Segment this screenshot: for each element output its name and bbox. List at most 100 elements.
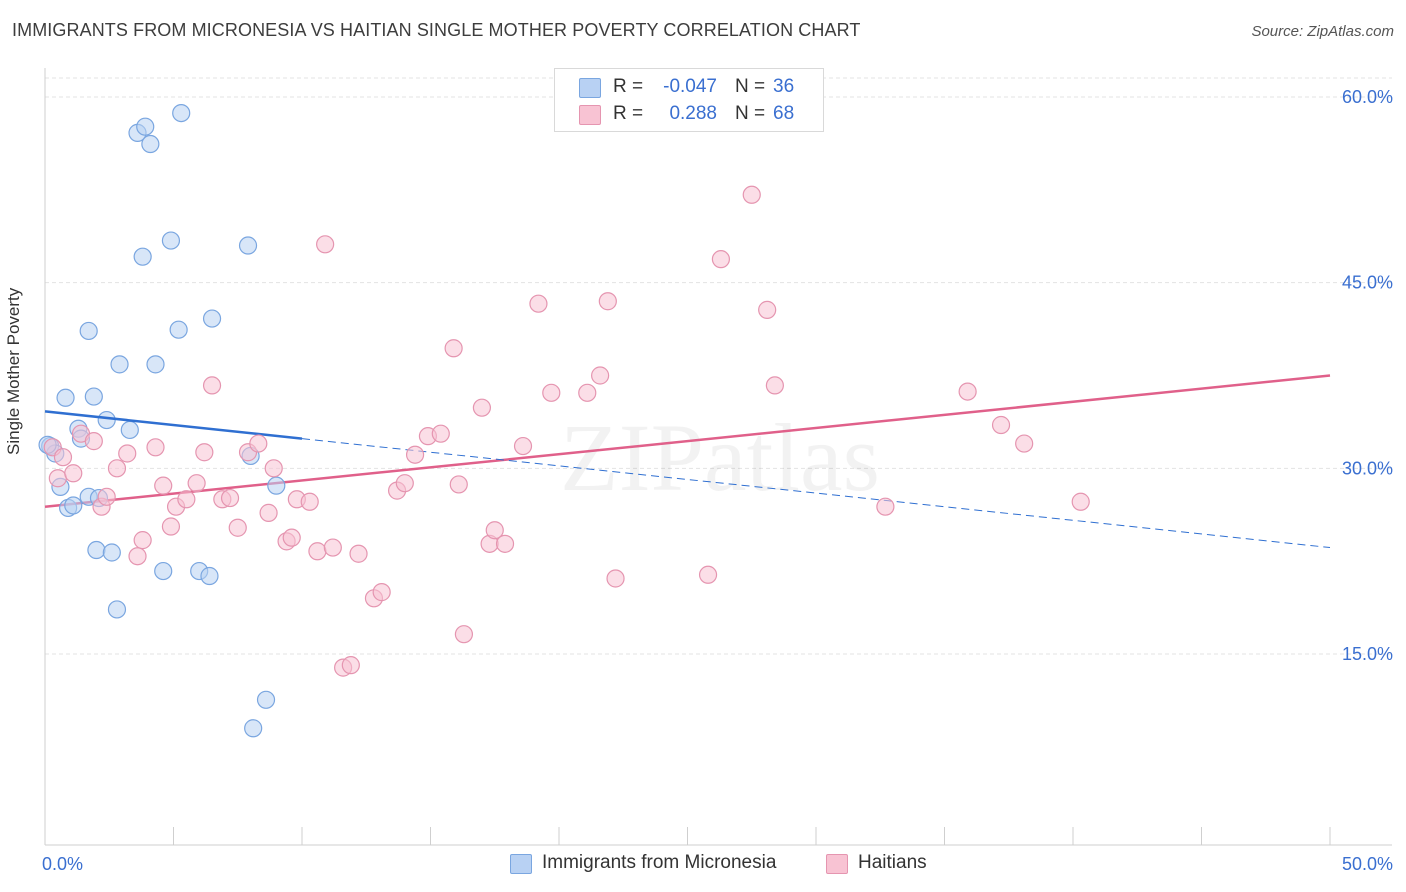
- data-point-micronesia: [87, 540, 106, 560]
- data-point-haitians: [316, 235, 335, 254]
- data-point-haitians: [64, 464, 83, 483]
- data-point-haitians: [591, 366, 610, 385]
- data-point-haitians: [454, 625, 474, 644]
- legend-label: Haitians: [858, 852, 927, 873]
- trend-line-micronesia-extension: [301, 438, 1331, 549]
- data-point-haitians: [372, 583, 391, 602]
- data-point-haitians: [395, 474, 414, 493]
- data-point-haitians: [711, 250, 731, 269]
- data-point-haitians: [742, 185, 761, 204]
- data-point-haitians: [118, 444, 137, 463]
- data-point-haitians: [1015, 434, 1034, 453]
- data-point-haitians: [444, 339, 463, 358]
- data-point-haitians: [161, 517, 181, 536]
- data-point-micronesia: [169, 320, 188, 339]
- data-point-haitians: [249, 434, 268, 453]
- watermark: ZIPatlas: [560, 404, 880, 511]
- data-point-haitians: [177, 490, 196, 509]
- data-point-micronesia: [84, 387, 103, 406]
- data-point-micronesia: [56, 388, 75, 407]
- data-point-haitians: [542, 383, 561, 402]
- data-point-haitians: [107, 459, 127, 478]
- data-point-haitians: [513, 436, 533, 456]
- data-point-micronesia: [79, 321, 98, 341]
- series-haitians-points: [43, 185, 1090, 677]
- data-point-haitians: [133, 531, 152, 550]
- data-point-haitians: [259, 503, 278, 522]
- correlation-stats-box: R = -0.047 N = 36 R = 0.288 N = 68: [554, 68, 824, 132]
- stats-row-haitians: R = 0.288 N = 68: [555, 101, 823, 127]
- data-point-haitians: [48, 469, 67, 488]
- data-point-micronesia: [133, 247, 152, 266]
- data-point-haitians: [187, 474, 206, 493]
- micronesia-swatch: [510, 854, 532, 874]
- data-point-haitians: [472, 398, 491, 417]
- data-point-haitians: [495, 534, 515, 553]
- data-point-micronesia: [161, 231, 181, 250]
- data-point-haitians: [202, 376, 222, 395]
- n-label: N =: [735, 76, 766, 97]
- series-micronesia-points: [38, 103, 303, 738]
- x-tick-label: 50.0%: [1342, 854, 1393, 874]
- data-point-haitians: [765, 376, 784, 395]
- micronesia-swatch: [579, 78, 601, 98]
- data-point-micronesia: [172, 103, 191, 123]
- stats-row-micronesia: R = -0.047 N = 36: [555, 74, 823, 100]
- data-point-micronesia: [200, 566, 219, 586]
- data-point-micronesia: [267, 476, 286, 495]
- data-point-micronesia: [256, 690, 276, 709]
- r-label: R =: [613, 76, 644, 97]
- legend-label: Immigrants from Micronesia: [542, 852, 777, 873]
- data-point-micronesia: [64, 496, 83, 515]
- r-label: R =: [613, 103, 644, 124]
- data-point-haitians: [578, 383, 597, 402]
- data-point-haitians: [529, 294, 548, 313]
- data-point-haitians: [146, 438, 165, 457]
- n-label: N =: [735, 103, 766, 124]
- data-point-haitians: [308, 542, 327, 561]
- tick-labels: 15.0% 30.0% 45.0% 60.0% 0.0% 50.0%: [42, 87, 1393, 874]
- data-point-haitians: [431, 424, 450, 443]
- chart-title: IMMIGRANTS FROM MICRONESIA VS HAITIAN SI…: [12, 20, 861, 40]
- gridlines: [45, 77, 1392, 655]
- y-tick-label: 45.0%: [1342, 273, 1393, 293]
- data-point-haitians: [264, 459, 283, 478]
- data-point-micronesia: [120, 420, 139, 440]
- data-point-haitians: [405, 445, 425, 464]
- n-value: 36: [773, 76, 795, 97]
- y-axis-label: Single Mother Poverty: [4, 287, 23, 455]
- y-tick-label: 60.0%: [1342, 87, 1393, 107]
- axes: [44, 68, 1392, 846]
- data-point-micronesia: [107, 600, 127, 619]
- data-point-haitians: [195, 443, 214, 462]
- data-point-micronesia: [141, 134, 160, 154]
- data-point-haitians: [606, 569, 625, 588]
- y-tick-label: 15.0%: [1342, 644, 1393, 664]
- trend-lines: [44, 374, 1331, 549]
- data-point-haitians: [758, 300, 777, 319]
- r-value: -0.047: [663, 76, 717, 97]
- data-point-haitians: [449, 475, 468, 494]
- y-tick-label: 30.0%: [1342, 458, 1393, 478]
- r-value: 0.288: [669, 103, 717, 124]
- data-point-micronesia: [202, 309, 222, 328]
- data-point-haitians: [154, 476, 173, 495]
- data-point-haitians: [1071, 492, 1090, 511]
- data-point-haitians: [485, 521, 504, 540]
- data-point-haitians: [128, 547, 147, 566]
- data-point-micronesia: [136, 117, 155, 136]
- haitians-swatch: [579, 105, 601, 125]
- data-point-micronesia: [102, 543, 121, 562]
- data-point-haitians: [349, 544, 368, 563]
- x-tick-label: 0.0%: [42, 854, 83, 874]
- source-credit: Source: ZipAtlas.com: [1251, 23, 1394, 40]
- data-point-haitians: [876, 497, 895, 516]
- data-point-haitians: [991, 415, 1011, 435]
- data-point-micronesia: [244, 719, 263, 738]
- trend-line-micronesia: [44, 410, 303, 440]
- data-point-haitians: [220, 488, 240, 508]
- data-point-haitians: [698, 565, 718, 584]
- trend-line-haitians: [44, 374, 1331, 508]
- data-point-micronesia: [146, 355, 165, 374]
